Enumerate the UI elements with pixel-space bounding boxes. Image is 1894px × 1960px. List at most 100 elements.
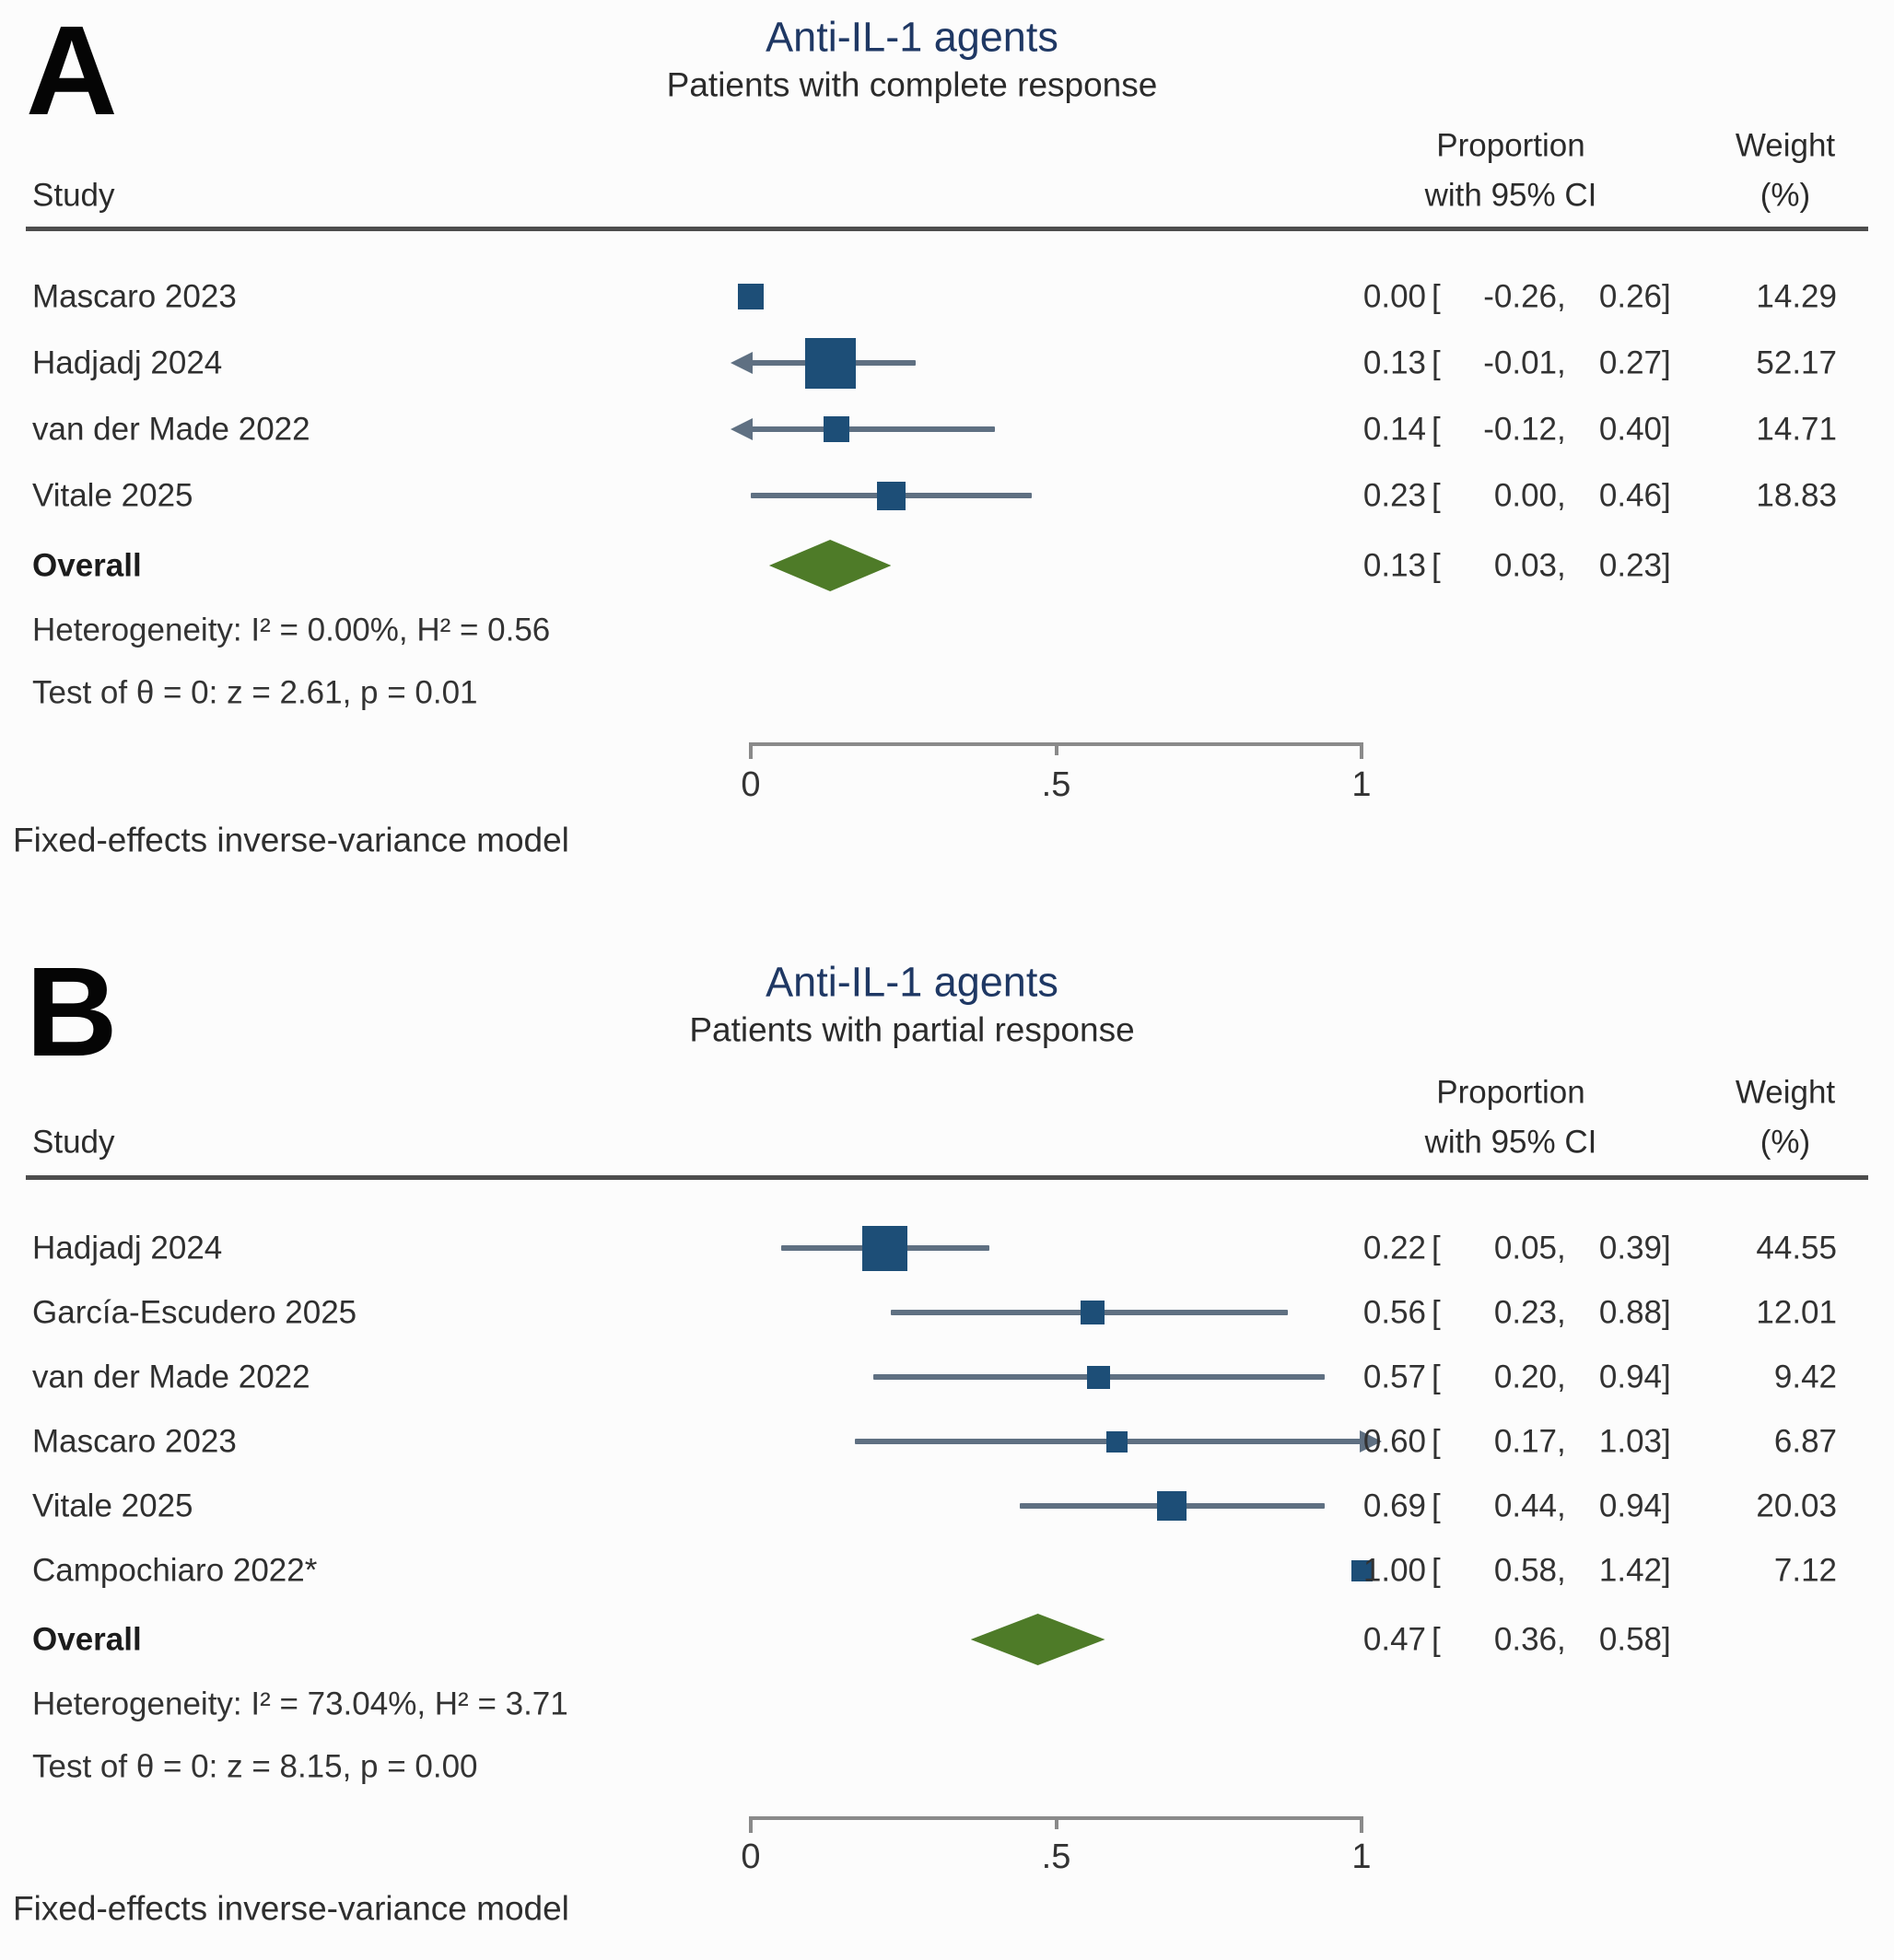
- column-header-study: Study: [32, 1124, 115, 1161]
- ci-upper: 0.46: [1598, 477, 1662, 514]
- proportion-value: 0.56[0.23, 0.88]: [1315, 1297, 1678, 1329]
- ci-comma: ,: [1557, 1230, 1566, 1266]
- ci-close-bracket: ]: [1662, 1294, 1671, 1331]
- proportion-value: 0.69[0.44, 0.94]: [1315, 1490, 1678, 1522]
- axis-tick-label: .5: [1041, 765, 1071, 804]
- ci-close-bracket: ]: [1662, 1488, 1671, 1524]
- column-header-proportion-line2: with 95% CI: [1424, 1124, 1597, 1161]
- study-row-label: Mascaro 2023: [32, 1423, 237, 1460]
- effect-square: [1087, 1365, 1111, 1389]
- ci-left-arrow: [731, 418, 753, 440]
- ci-comma: ,: [1557, 547, 1566, 584]
- weight-value: 52.17: [1756, 344, 1837, 381]
- column-header-study: Study: [32, 177, 115, 214]
- panel-subtitle: Patients with complete response: [666, 65, 1158, 104]
- overall-diamond: [970, 1614, 1105, 1665]
- ci-upper: 0.39: [1598, 1230, 1662, 1266]
- ci-lower: 0.03: [1493, 547, 1557, 584]
- axis-tick-label: .5: [1041, 1838, 1071, 1876]
- ci-line: [751, 426, 996, 432]
- ci-close-bracket: ]: [1662, 1230, 1671, 1266]
- ci-lower: 0.05: [1493, 1230, 1557, 1266]
- ci-open-bracket: [: [1432, 1423, 1441, 1460]
- ci-close-bracket: ]: [1662, 1552, 1671, 1589]
- ci-comma: ,: [1557, 411, 1566, 448]
- panel-letter: B: [26, 941, 118, 1083]
- proportion-estimate: 1.00: [1362, 1552, 1426, 1589]
- effect-square: [1350, 1559, 1373, 1581]
- study-row-label: Hadjadj 2024: [32, 1230, 223, 1266]
- test-note: Test of θ = 0: z = 8.15, p = 0.00: [32, 1748, 478, 1785]
- ci-close-bracket: ]: [1662, 547, 1671, 584]
- model-footnote: Fixed-effects inverse-variance model: [13, 1889, 569, 1928]
- overall-diamond: [768, 540, 892, 591]
- ci-upper: 0.58: [1598, 1621, 1662, 1658]
- ci-open-bracket: [: [1432, 411, 1441, 448]
- ci-close-bracket: ]: [1662, 278, 1671, 315]
- weight-value: 6.87: [1773, 1423, 1837, 1460]
- study-row-label: van der Made 2022: [32, 1359, 310, 1395]
- column-header-weight-line2: (%): [1760, 1124, 1811, 1161]
- proportion-estimate: 0.69: [1362, 1488, 1426, 1524]
- overall-proportion-value: 0.47[0.36, 0.58]: [1315, 1624, 1678, 1656]
- proportion-estimate: 0.14: [1362, 411, 1426, 448]
- ci-comma: ,: [1557, 278, 1566, 315]
- weight-value: 7.12: [1773, 1552, 1837, 1589]
- ci-lower: -0.26: [1483, 278, 1557, 315]
- proportion-estimate: 0.57: [1362, 1359, 1426, 1395]
- ci-close-bracket: ]: [1662, 1621, 1671, 1658]
- ci-close-bracket: ]: [1662, 1423, 1671, 1460]
- ci-open-bracket: [: [1432, 477, 1441, 514]
- header-rule: [26, 1175, 1868, 1180]
- study-row-label: Vitale 2025: [32, 1488, 193, 1524]
- ci-comma: ,: [1557, 1359, 1566, 1395]
- weight-value: 20.03: [1756, 1488, 1837, 1524]
- heterogeneity-note: Heterogeneity: I² = 73.04%, H² = 3.71: [32, 1686, 568, 1722]
- proportion-value: 0.60[0.17, 1.03]: [1315, 1426, 1678, 1458]
- ci-close-bracket: ]: [1662, 344, 1671, 381]
- panel-title: Anti-IL-1 agents: [766, 13, 1058, 61]
- effect-square: [862, 1225, 908, 1271]
- test-note: Test of θ = 0: z = 2.61, p = 0.01: [32, 674, 478, 711]
- study-row-label: Hadjadj 2024: [32, 344, 223, 381]
- ci-lower: -0.12: [1483, 411, 1557, 448]
- ci-close-bracket: ]: [1662, 1359, 1671, 1395]
- ci-comma: ,: [1557, 1552, 1566, 1589]
- proportion-value: 1.00[0.58, 1.42]: [1315, 1555, 1678, 1587]
- proportion-estimate: 0.00: [1362, 278, 1426, 315]
- weight-value: 12.01: [1756, 1294, 1837, 1331]
- panel-letter: A: [26, 0, 118, 142]
- effect-square: [823, 416, 849, 442]
- ci-open-bracket: [: [1432, 278, 1441, 315]
- study-row-label: Campochiaro 2022*: [32, 1552, 318, 1589]
- ci-lower: 0.44: [1493, 1488, 1557, 1524]
- weight-value: 14.71: [1756, 411, 1837, 448]
- ci-lower: 0.00: [1493, 477, 1557, 514]
- axis-tick: [1360, 1816, 1363, 1833]
- proportion-estimate: 0.47: [1362, 1621, 1426, 1658]
- axis-tick: [1054, 742, 1058, 755]
- axis-tick: [1360, 742, 1363, 759]
- proportion-value: 0.00[ -0.26, 0.26]: [1315, 281, 1678, 313]
- weight-value: 14.29: [1756, 278, 1837, 315]
- heterogeneity-note: Heterogeneity: I² = 0.00%, H² = 0.56: [32, 612, 551, 648]
- ci-lower: 0.58: [1493, 1552, 1557, 1589]
- weight-value: 9.42: [1773, 1359, 1837, 1395]
- ci-upper: 0.26: [1598, 278, 1662, 315]
- ci-lower: 0.36: [1493, 1621, 1557, 1658]
- study-row-label: García-Escudero 2025: [32, 1294, 357, 1331]
- model-footnote: Fixed-effects inverse-variance model: [13, 821, 569, 859]
- ci-open-bracket: [: [1432, 1359, 1441, 1395]
- ci-upper: 1.03: [1598, 1423, 1662, 1460]
- ci-comma: ,: [1557, 344, 1566, 381]
- ci-open-bracket: [: [1432, 1294, 1441, 1331]
- effect-square: [738, 284, 764, 309]
- proportion-value: 0.14[-0.12, 0.40]: [1315, 414, 1678, 446]
- ci-close-bracket: ]: [1662, 477, 1671, 514]
- ci-lower: 0.20: [1493, 1359, 1557, 1395]
- proportion-estimate: 0.56: [1362, 1294, 1426, 1331]
- weight-value: 44.55: [1756, 1230, 1837, 1266]
- ci-upper: 0.40: [1598, 411, 1662, 448]
- ci-open-bracket: [: [1432, 1230, 1441, 1266]
